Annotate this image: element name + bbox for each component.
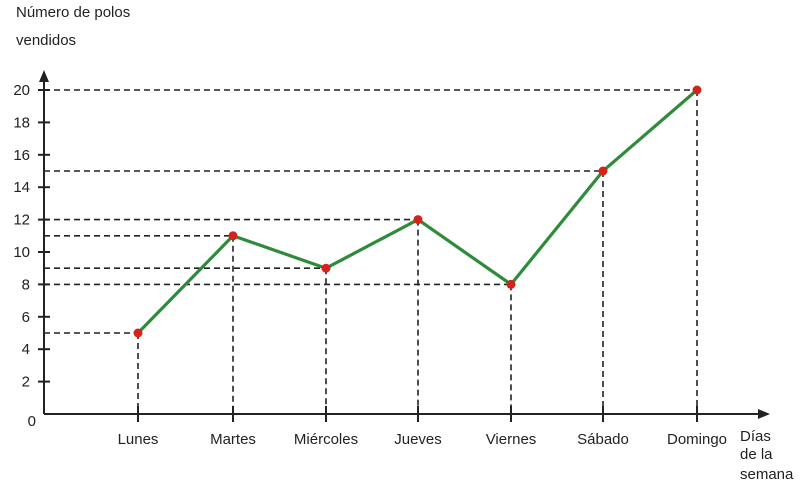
- series-line: [138, 90, 697, 333]
- x-tick-label: Sábado: [577, 431, 629, 448]
- x-tick-label: Jueves: [394, 431, 442, 448]
- y-tick-label: 0: [28, 413, 36, 430]
- y-tick-label: 10: [13, 244, 30, 261]
- x-tick-label: Miércoles: [294, 431, 358, 448]
- data-point: [507, 280, 516, 289]
- data-point: [414, 215, 423, 224]
- y-tick-label: 18: [13, 114, 30, 131]
- x-tick-label: Viernes: [486, 431, 537, 448]
- x-tick-label: Domingo: [667, 431, 727, 448]
- x-tick-label: Martes: [210, 431, 256, 448]
- data-point: [134, 329, 143, 338]
- data-point: [229, 231, 238, 240]
- y-tick-label: 2: [22, 374, 30, 391]
- y-tick-label: 16: [13, 147, 30, 164]
- y-axis-arrow: [39, 70, 49, 82]
- data-point: [322, 264, 331, 273]
- data-point: [693, 86, 702, 95]
- y-tick-label: 8: [22, 276, 30, 293]
- data-point: [599, 167, 608, 176]
- y-tick-label: 6: [22, 309, 30, 326]
- y-tick-label: 12: [13, 212, 30, 229]
- x-axis-arrow: [758, 409, 770, 419]
- y-tick-label: 4: [22, 341, 30, 358]
- y-tick-label: 20: [13, 82, 30, 99]
- x-tick-label: Lunes: [118, 431, 159, 448]
- y-tick-label: 14: [13, 179, 30, 196]
